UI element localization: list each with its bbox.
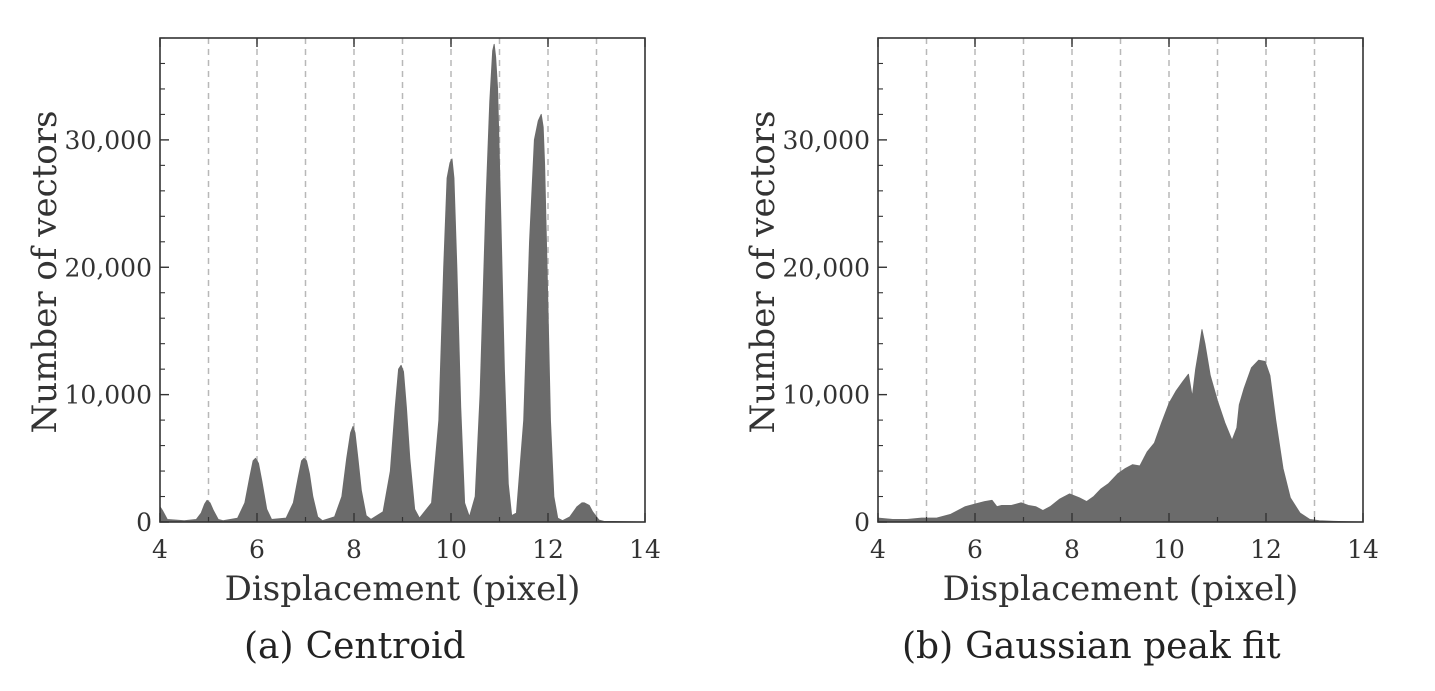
histogram-area — [159, 43, 646, 523]
y-tick-label: 30,000 — [783, 126, 870, 155]
chart-plot-gaussian-peak-fit: 4 6 8 10 12 14 Displacement (pixel) 0 10,000 20,0… — [743, 37, 1379, 609]
x-tick-label: 4 — [870, 535, 886, 564]
caption-text: Centroid — [305, 626, 466, 667]
chart-caption-gaussian-peak-fit: (b) Gaussian peak fit — [902, 626, 1281, 667]
x-axis: 4 6 8 10 12 14 Displacement (pixel) — [870, 38, 1379, 609]
x-tick-label: 8 — [1064, 535, 1080, 564]
y-tick-label: 20,000 — [65, 253, 152, 282]
x-tick-label: 14 — [1347, 535, 1379, 564]
y-axis-label: Number of vectors — [25, 111, 65, 434]
x-axis-label: Displacement (pixel) — [225, 569, 581, 609]
x-tick-label: 8 — [346, 535, 362, 564]
x-tick-label: 10 — [1153, 535, 1185, 564]
histogram-area — [877, 329, 1364, 523]
x-tick-label: 4 — [152, 535, 168, 564]
caption-tag: (b) — [902, 626, 954, 667]
x-tick-label: 14 — [629, 535, 661, 564]
caption-text: Gaussian peak fit — [965, 626, 1281, 667]
y-tick-label: 10,000 — [783, 381, 870, 410]
x-axis-label: Displacement (pixel) — [943, 569, 1299, 609]
y-tick-label: 30,000 — [65, 126, 152, 155]
y-tick-label: 10,000 — [65, 381, 152, 410]
chart-caption-centroid: (a) Centroid — [244, 626, 466, 667]
caption-tag: (a) — [244, 626, 294, 667]
x-tick-label: 10 — [435, 535, 467, 564]
x-tick-label: 12 — [1250, 535, 1282, 564]
y-tick-label: 0 — [136, 508, 152, 537]
x-tick-label: 6 — [249, 535, 265, 564]
x-tick-label: 12 — [532, 535, 564, 564]
x-axis: 4 6 8 10 12 14 Displacement (pixel) — [152, 38, 661, 609]
chart-plot-centroid: 4 6 8 10 12 14 Displacement (pixel) 0 10,000 20,0… — [25, 37, 661, 609]
grid-lines — [925, 38, 1316, 522]
y-tick-label: 0 — [854, 508, 870, 537]
chart-panel-centroid: 4 6 8 10 12 14 Displacement (pixel) 0 10,000 20,0… — [0, 0, 717, 691]
y-tick-label: 20,000 — [783, 253, 870, 282]
chart-panel-gaussian-peak-fit: 4 6 8 10 12 14 Displacement (pixel) 0 10,000 20,0… — [718, 0, 1435, 691]
y-axis-label: Number of vectors — [743, 111, 783, 434]
x-tick-label: 6 — [967, 535, 983, 564]
